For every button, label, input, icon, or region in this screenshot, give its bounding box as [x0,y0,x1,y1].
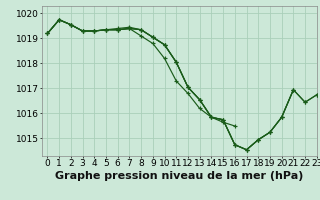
X-axis label: Graphe pression niveau de la mer (hPa): Graphe pression niveau de la mer (hPa) [55,171,303,181]
